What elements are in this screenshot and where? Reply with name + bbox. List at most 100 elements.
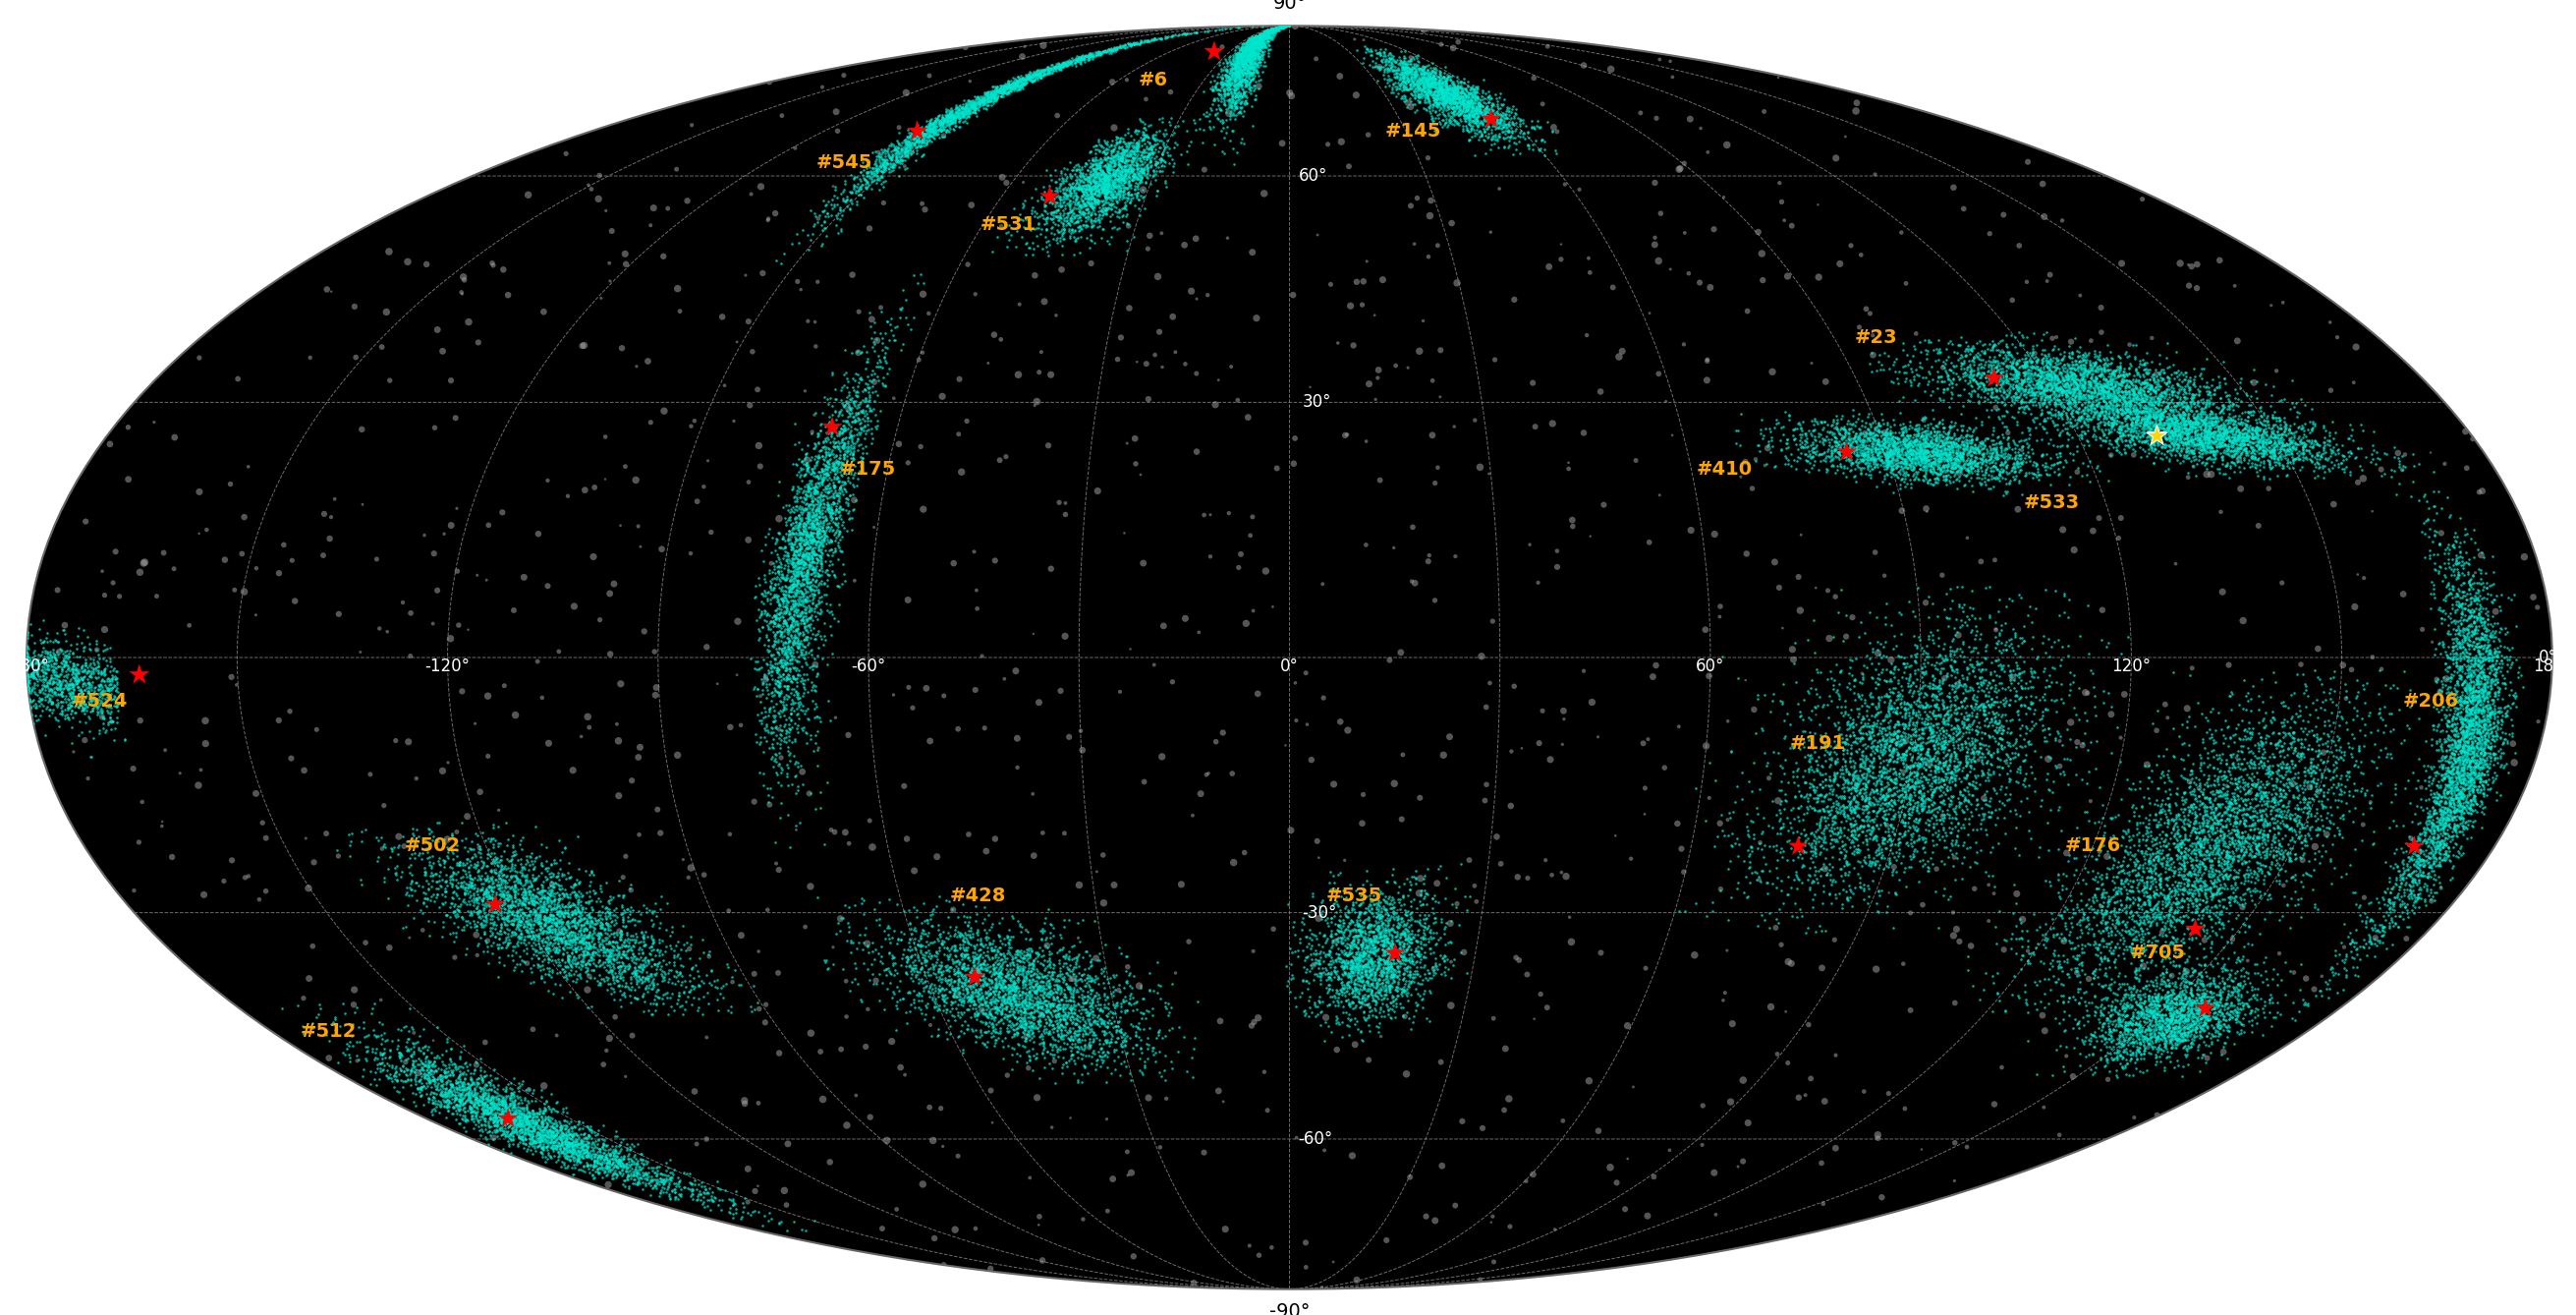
Point — [899, 124, 940, 145]
Point — [2141, 909, 2182, 930]
Point — [2215, 426, 2257, 447]
Point — [1265, 16, 1306, 37]
Point — [2184, 430, 2226, 451]
Point — [2416, 732, 2458, 753]
Point — [1224, 53, 1265, 74]
Point — [2154, 810, 2195, 831]
Point — [773, 668, 814, 689]
Point — [1731, 477, 1772, 498]
Point — [464, 855, 505, 876]
Point — [533, 889, 574, 910]
Point — [1069, 1031, 1110, 1052]
Point — [613, 951, 654, 972]
Point — [82, 640, 124, 661]
Point — [2249, 763, 2290, 784]
Point — [1896, 443, 1937, 464]
Point — [2458, 655, 2499, 676]
Point — [2437, 785, 2478, 806]
Point — [1973, 1001, 2014, 1022]
Point — [2105, 364, 2146, 385]
Point — [505, 888, 546, 909]
Point — [2213, 970, 2254, 992]
Point — [585, 468, 626, 489]
Point — [2027, 375, 2069, 396]
Point — [2071, 392, 2112, 413]
Point — [2409, 805, 2450, 826]
Point — [1906, 443, 1947, 464]
Point — [2421, 877, 2463, 898]
Point — [2130, 417, 2172, 438]
Point — [783, 530, 824, 551]
Point — [1010, 1168, 1051, 1189]
Point — [1226, 38, 1267, 59]
Point — [1054, 53, 1095, 74]
Point — [1855, 738, 1896, 759]
Point — [1391, 49, 1432, 70]
Point — [2205, 826, 2246, 847]
Point — [994, 1007, 1036, 1028]
Point — [2465, 611, 2506, 633]
Point — [1002, 1002, 1043, 1023]
Point — [2159, 986, 2200, 1007]
Point — [1878, 441, 1919, 462]
Point — [2424, 832, 2465, 853]
Point — [770, 679, 811, 700]
Point — [1355, 911, 1396, 932]
Point — [1904, 429, 1945, 450]
Point — [1025, 999, 1066, 1020]
Point — [2102, 370, 2143, 391]
Point — [762, 563, 804, 584]
Point — [1404, 72, 1445, 93]
Point — [515, 899, 556, 920]
Point — [814, 527, 855, 548]
Point — [2112, 1028, 2154, 1049]
Point — [2117, 1003, 2159, 1024]
Point — [2442, 551, 2483, 572]
Point — [2115, 922, 2156, 943]
Point — [2208, 868, 2249, 889]
Point — [1231, 47, 1273, 68]
Point — [2004, 364, 2045, 385]
Point — [1873, 626, 1914, 647]
Point — [2110, 427, 2151, 448]
Point — [1422, 85, 1463, 107]
Point — [2156, 1031, 2197, 1052]
Point — [1296, 949, 1337, 970]
Point — [788, 627, 829, 648]
Point — [2179, 961, 2221, 982]
Point — [1417, 85, 1458, 107]
Point — [1829, 751, 1870, 772]
Point — [804, 497, 845, 518]
Point — [984, 976, 1025, 997]
Point — [1146, 998, 1188, 1019]
Point — [2169, 379, 2210, 400]
Point — [2074, 371, 2115, 392]
Point — [453, 885, 495, 906]
Point — [2195, 884, 2236, 905]
Point — [2300, 790, 2342, 811]
Point — [1829, 707, 1870, 729]
Point — [204, 550, 245, 571]
Point — [2056, 401, 2097, 422]
Point — [2241, 805, 2282, 826]
Point — [1904, 697, 1945, 718]
Point — [2257, 768, 2298, 789]
Point — [801, 473, 842, 494]
Point — [600, 928, 641, 949]
Point — [2208, 892, 2249, 913]
Point — [2107, 1018, 2148, 1039]
Point — [1149, 145, 1190, 166]
Point — [1144, 615, 1185, 636]
Point — [979, 965, 1020, 986]
Point — [1958, 725, 1999, 746]
Point — [1806, 764, 1847, 785]
Point — [464, 1073, 505, 1094]
Point — [559, 1141, 600, 1162]
Point — [1224, 36, 1265, 57]
Point — [961, 965, 1002, 986]
Point — [1759, 430, 1801, 451]
Point — [21, 688, 62, 709]
Point — [2321, 452, 2362, 473]
Point — [976, 969, 1018, 990]
Point — [533, 1123, 574, 1144]
